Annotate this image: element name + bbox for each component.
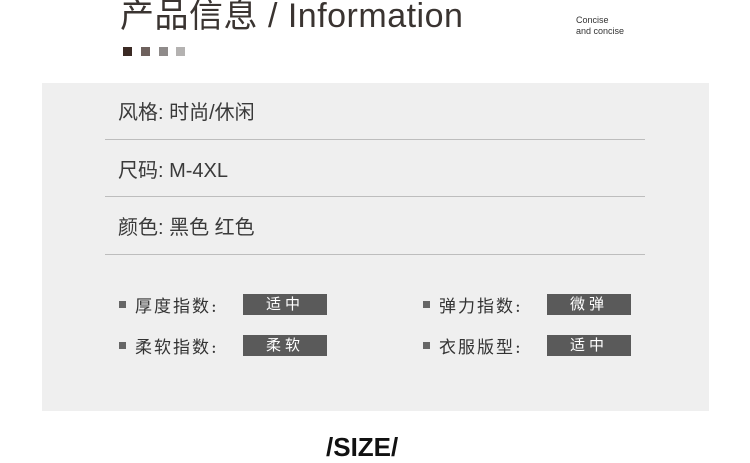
index-elasticity: 弹力指数: 微弹 <box>423 292 631 317</box>
tagline: Concise and concise <box>576 15 624 37</box>
index-thickness: 厚度指数: 适中 <box>119 292 327 317</box>
index-label: 衣服版型: <box>439 338 523 358</box>
divider <box>105 254 645 255</box>
size-heading: /SIZE/ <box>326 432 399 462</box>
index-badge: 微弹 <box>547 294 631 315</box>
info-size: 尺码: M-4XL <box>118 160 229 182</box>
tagline-line-1: Concise <box>576 15 609 25</box>
bullet-icon <box>423 342 430 349</box>
divider <box>105 139 645 140</box>
bullet-icon <box>423 301 430 308</box>
bullet-icon <box>119 342 126 349</box>
divider <box>105 196 645 197</box>
info-color: 颜色: 黑色 红色 <box>118 217 255 239</box>
index-badge: 适中 <box>243 294 327 315</box>
swatch-4 <box>176 47 185 56</box>
section-title: 产品信息 / Information <box>120 0 464 35</box>
info-panel <box>42 83 709 411</box>
tagline-line-2: and concise <box>576 26 625 36</box>
index-fit: 衣服版型: 适中 <box>423 333 631 358</box>
swatch-3 <box>159 47 168 56</box>
swatch-2 <box>141 47 150 56</box>
index-label: 厚度指数: <box>135 297 219 317</box>
index-badge: 柔软 <box>243 335 327 356</box>
bullet-icon <box>119 301 126 308</box>
index-label: 柔软指数: <box>135 338 219 358</box>
index-label: 弹力指数: <box>439 297 523 317</box>
index-softness: 柔软指数: 柔软 <box>119 333 327 358</box>
index-badge: 适中 <box>547 335 631 356</box>
swatch-1 <box>123 47 132 56</box>
info-style: 风格: 时尚/休闲 <box>118 102 255 124</box>
